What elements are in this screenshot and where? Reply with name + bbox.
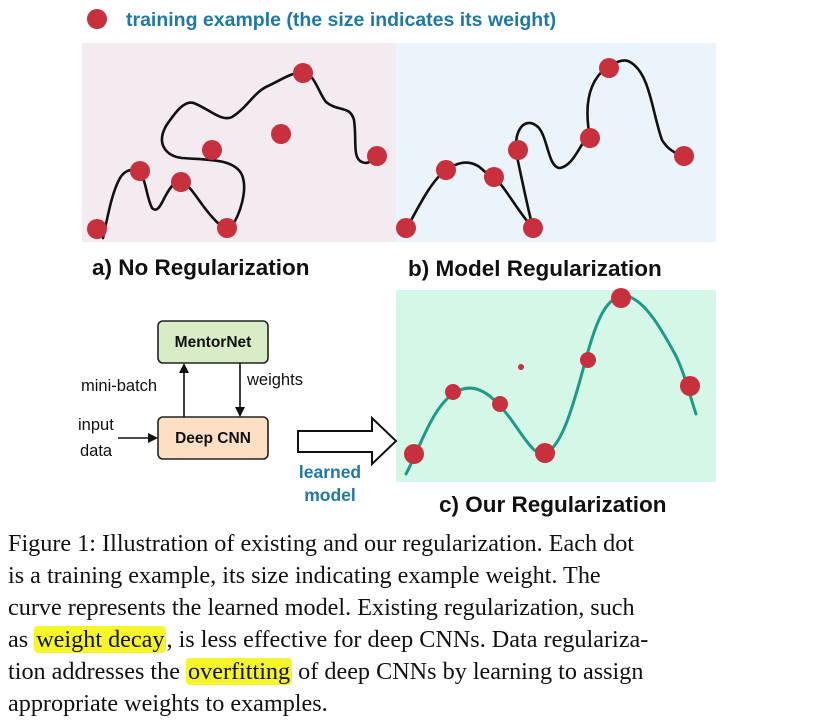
training-example-dot: [445, 384, 461, 400]
caption-line: curve represents the learned model. Exis…: [8, 594, 635, 621]
legend-text: training example (the size indicates its…: [126, 9, 556, 31]
panel-c-background: [396, 290, 716, 482]
training-example-dot: [293, 63, 313, 83]
weights-arrowhead: [235, 407, 245, 417]
caption-line: is a training example, its size indicati…: [8, 562, 601, 589]
training-example-dot: [492, 396, 508, 412]
training-example-dot: [599, 58, 619, 78]
training-example-dot: [367, 146, 387, 166]
input-label-line1: input: [78, 416, 114, 434]
legend-dot: [87, 9, 107, 29]
training-example-dot: [171, 172, 191, 192]
training-example-dot: [436, 160, 456, 180]
highlight-overfitting: overfitting: [186, 658, 293, 685]
caption-line: Figure 1: Illustration of existing and o…: [8, 530, 635, 557]
caption-text: of deep CNNs by learning to assign: [292, 658, 644, 685]
caption-text: as: [8, 626, 35, 653]
training-example-dot: [404, 444, 424, 464]
input-label-line2: data: [80, 442, 113, 460]
training-example-dot: [87, 219, 107, 239]
training-example-dot: [580, 352, 596, 368]
minibatch-arrowhead: [179, 363, 189, 373]
deepcnn-label: Deep CNN: [175, 430, 251, 447]
training-example-dot: [202, 140, 222, 160]
training-example-dot: [217, 218, 237, 238]
figure-caption: Figure 1: Illustration of existing and o…: [8, 528, 812, 720]
training-example-dot: [396, 218, 416, 238]
panel-b-label: b) Model Regularization: [408, 256, 662, 281]
training-example-dot: [611, 288, 631, 308]
caption-line: tion addresses the overfitting of deep C…: [8, 656, 812, 688]
training-example-dot: [523, 218, 543, 238]
training-example-dot: [580, 128, 600, 148]
panel-a-curve: [101, 70, 380, 240]
learned-model-arrow: [297, 415, 398, 467]
learned-label-line1: learned: [299, 462, 361, 482]
panel-a-label: a) No Regularization: [92, 255, 310, 280]
training-example-dot: [674, 146, 694, 166]
learned-label-line2: model: [304, 485, 356, 505]
highlight-weight-decay: weight decay: [34, 626, 167, 653]
training-example-dot: [271, 124, 291, 144]
panel-c-label: c) Our Regularization: [439, 492, 667, 517]
caption-line: as weight decay, is less effective for d…: [8, 624, 812, 656]
minibatch-label: mini-batch: [81, 377, 157, 395]
mentornet-box: [157, 320, 269, 364]
panel-b-curve: [406, 59, 686, 230]
training-example-dot: [130, 161, 150, 181]
input-arrowhead: [148, 433, 158, 443]
training-example-dot: [680, 376, 700, 396]
caption-text: tion addresses the: [8, 658, 187, 685]
figure-illustration: training example (the size indicates its…: [78, 9, 716, 517]
training-example-dot: [508, 140, 528, 160]
weights-label: weights: [246, 371, 303, 389]
training-example-dot: [518, 364, 524, 370]
caption-text: , is less effective for deep CNNs. Data …: [166, 626, 649, 653]
training-example-dot: [484, 167, 504, 187]
caption-line: appropriate weights to examples.: [8, 690, 328, 717]
training-example-dot: [535, 443, 555, 463]
panel-b-background: [396, 43, 716, 242]
mentornet-label: MentorNet: [175, 334, 252, 351]
